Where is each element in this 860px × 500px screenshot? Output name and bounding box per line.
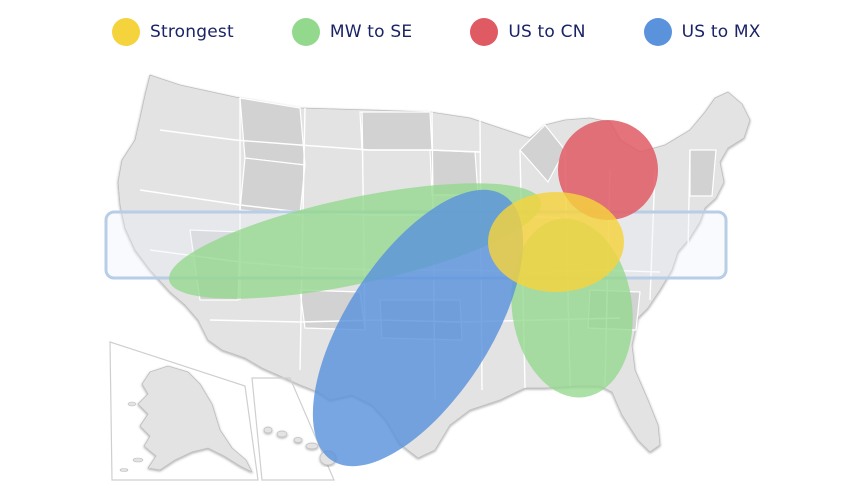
circle-us-to-cn xyxy=(558,120,658,220)
alaska-landmass xyxy=(137,365,253,473)
legend-label-strongest: Strongest xyxy=(150,22,234,42)
legend-item-us-to-cn: US to CN xyxy=(470,18,585,46)
hawaii-inset-frame xyxy=(251,377,335,481)
legend-item-strongest: Strongest xyxy=(112,18,234,46)
legend-label-us-to-cn: US to CN xyxy=(508,22,586,42)
legend-label-us-to-mx: US to MX xyxy=(681,22,761,42)
legend-swatch-us-to-mx xyxy=(643,18,672,46)
ellipse-strongest xyxy=(488,192,624,292)
legend-item-mw-to-se: MW to SE xyxy=(291,18,413,46)
alaska-inset-frame xyxy=(109,341,259,481)
alaska-islands xyxy=(119,401,144,472)
legend: Strongest MW to SE US to CN US to MX xyxy=(112,16,819,48)
legend-swatch-mw-to-se xyxy=(291,18,320,46)
legend-swatch-us-to-cn xyxy=(470,18,499,46)
legend-label-mw-to-se: MW to SE xyxy=(329,22,413,42)
legend-item-us-to-mx: US to MX xyxy=(643,18,761,46)
ellipse-us-to-mx xyxy=(312,189,524,467)
inset-frames xyxy=(109,341,335,481)
legend-swatch-strongest xyxy=(112,18,140,46)
